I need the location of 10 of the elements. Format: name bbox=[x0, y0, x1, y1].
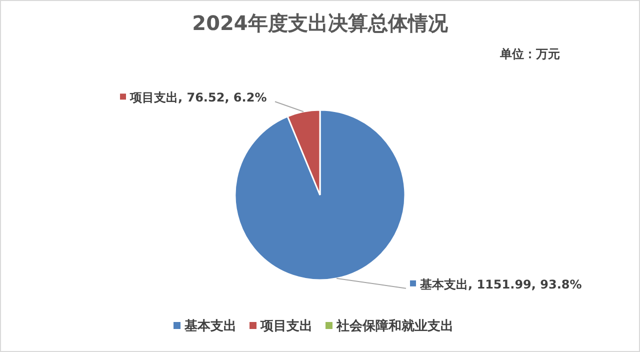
legend-label: 社会保障和就业支出 bbox=[336, 318, 454, 334]
pie-slice bbox=[234, 109, 406, 281]
legend-label: 项目支出 bbox=[129, 90, 178, 105]
chart-title: 2024年度支出决算总体情况 bbox=[192, 11, 449, 35]
category-label: 项目支出 bbox=[260, 319, 312, 334]
chart-subtitle: 单位：万元 bbox=[499, 47, 560, 61]
data-label: , 76.52, 6.2% bbox=[178, 90, 267, 105]
data-label: , 1151.99, 93.8% bbox=[468, 277, 582, 292]
category-label: 基本支出 bbox=[184, 319, 236, 334]
legend-label: 基本支出 bbox=[419, 277, 468, 292]
